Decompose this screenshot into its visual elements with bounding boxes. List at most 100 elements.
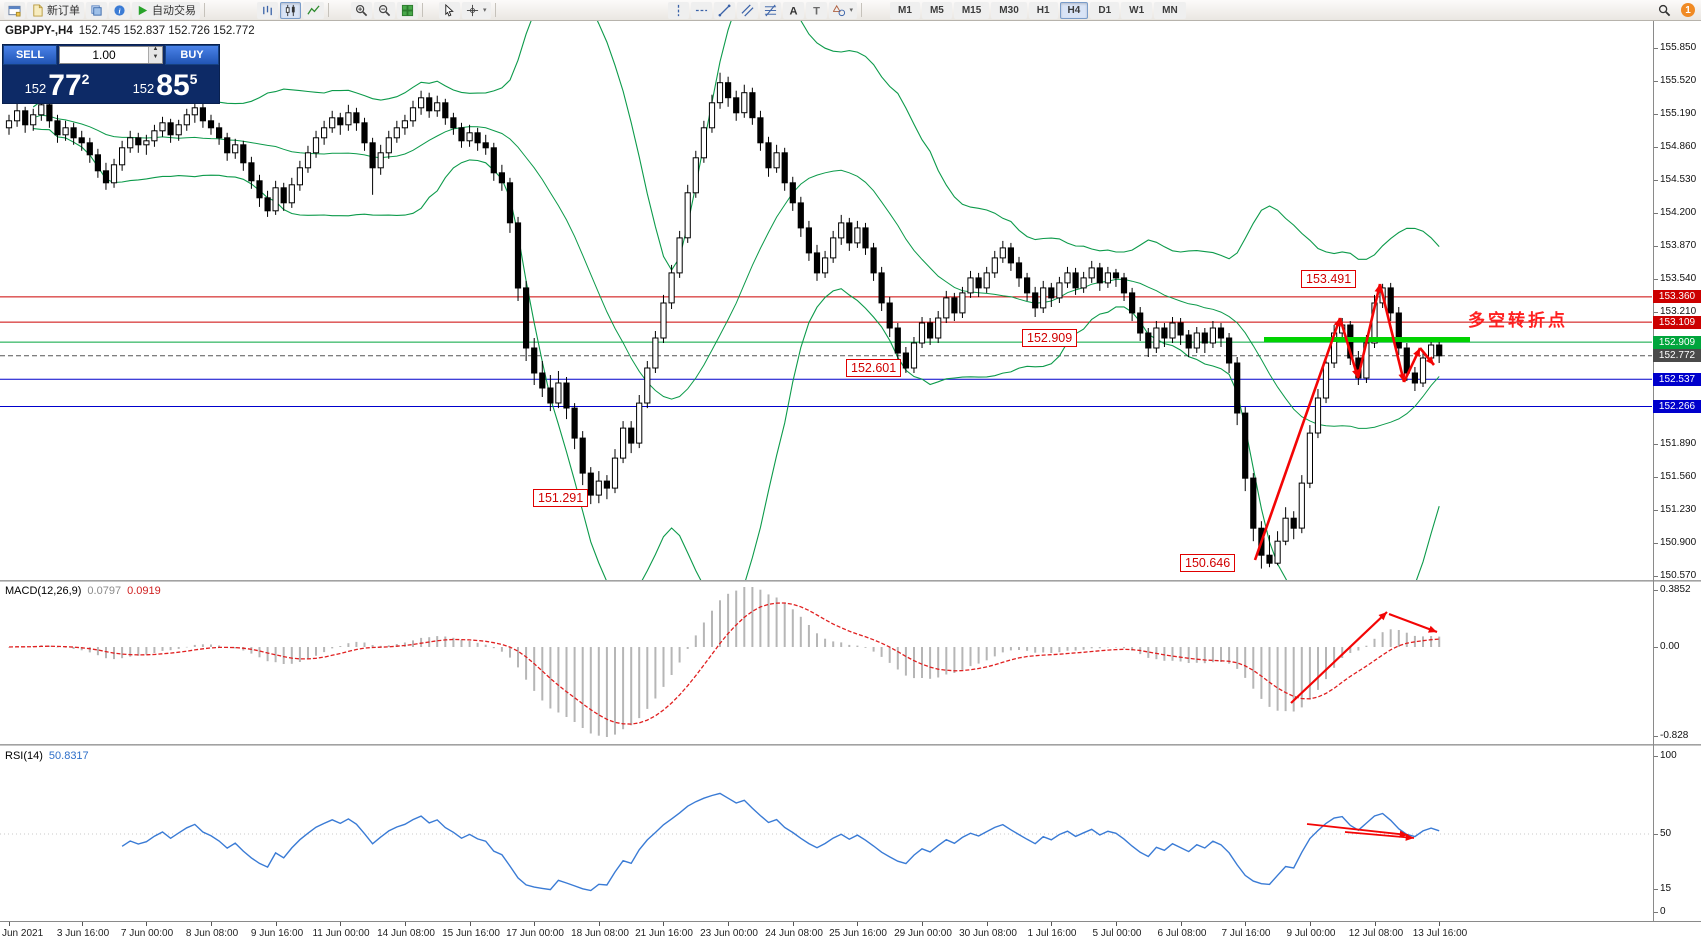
macd-panel-splitter[interactable] (0, 580, 1701, 582)
macd-scale-label: -0.828 (1653, 730, 1689, 741)
notification-badge[interactable]: 1 (1681, 3, 1695, 17)
data-window-icon (113, 4, 126, 17)
tf-w1-button[interactable]: W1 (1121, 1, 1153, 19)
price-callout[interactable]: 150.646 (1180, 554, 1236, 572)
tf-d1-button[interactable]: D1 (1090, 1, 1120, 19)
bar-chart-icon (261, 4, 274, 17)
sell-button[interactable]: SELL (3, 45, 57, 65)
line-chart-button[interactable] (303, 1, 324, 19)
macd-scale[interactable]: 0.3852 0.00 -0.828 (1653, 582, 1701, 744)
bar-chart-button[interactable] (257, 1, 278, 19)
new-chart-icon (8, 4, 21, 17)
price-callout[interactable]: 152.909 (1022, 329, 1078, 347)
time-tick (470, 922, 471, 926)
one-click-trading-panel: SELL ▲▼ BUY 152 77 2 152 85 5 (2, 44, 220, 104)
ohlc-values: 152.745 152.837 152.726 152.772 (78, 25, 255, 37)
tf-m5-button[interactable]: M5 (921, 1, 952, 19)
fibonacci-button[interactable] (759, 1, 781, 19)
new-chart-button[interactable] (4, 1, 25, 19)
tile-windows-button[interactable] (397, 1, 418, 19)
price-callout[interactable]: 152.601 (846, 359, 902, 377)
shapes-button[interactable]: ▾ (828, 1, 858, 19)
price-scale-label: 154.200 (1653, 207, 1697, 218)
time-tick (599, 922, 600, 926)
time-tick (340, 922, 341, 926)
tf-mn-label: MN (1162, 4, 1178, 16)
price-tag: 153.109 (1653, 316, 1701, 329)
macd-scale-label: 0.00 (1653, 640, 1680, 652)
tf-h4-button[interactable]: H4 (1059, 1, 1089, 19)
tf-mn-button[interactable]: MN (1154, 1, 1186, 19)
channel-icon (741, 4, 754, 17)
text-label-icon (810, 4, 823, 17)
time-label: 21 Jun 16:00 (635, 928, 693, 939)
time-label: 11 Jun 00:00 (312, 928, 370, 939)
rsi-panel-splitter[interactable] (0, 744, 1701, 746)
stepper-up-icon[interactable]: ▲ (152, 46, 159, 52)
macd-scale-label: 0.3852 (1654, 584, 1691, 595)
price-scale-label: 154.860 (1653, 141, 1697, 152)
rsi-scale-label: 50 (1653, 828, 1672, 839)
toolbar: 新订单 自动交易 ▾ ▾ M1 M5 M15 M30 H1 H4 D1 W1 MN 1 (0, 0, 1701, 21)
buy-button[interactable]: BUY (165, 45, 219, 65)
price-scale-label: 155.520 (1653, 75, 1697, 86)
channel-button[interactable] (736, 1, 758, 19)
lot-size-input[interactable] (60, 47, 148, 63)
buy-price-base: 152 (132, 81, 155, 96)
search-button[interactable] (1654, 2, 1675, 19)
time-label: 14 Jun 08:00 (377, 928, 435, 939)
price-scale-label: 153.870 (1653, 240, 1697, 251)
vertical-line-button[interactable] (667, 1, 689, 19)
line-chart-icon (307, 4, 320, 17)
new-order-button[interactable]: 新订单 (27, 1, 84, 19)
new-order-icon (31, 4, 44, 17)
time-label: 25 Jun 16:00 (829, 928, 887, 939)
trendline-button[interactable] (713, 1, 735, 19)
lot-size-stepper[interactable]: ▲ ▼ (148, 46, 162, 63)
cursor-icon (443, 4, 456, 17)
candlestick-chart-button[interactable] (280, 1, 301, 19)
profiles-button[interactable] (86, 1, 107, 19)
rsi-scale[interactable]: 100 50 15 0 (1653, 746, 1701, 921)
fibonacci-icon (764, 4, 777, 17)
tf-m30-button[interactable]: M30 (991, 1, 1027, 19)
zoom-out-button[interactable] (374, 1, 395, 19)
macd-value: 0.0797 (87, 585, 122, 597)
price-callout[interactable]: 153.491 (1301, 270, 1357, 288)
shapes-icon (833, 4, 846, 17)
tf-m1-label: M1 (898, 4, 912, 16)
sell-price[interactable]: 152 77 2 (3, 65, 111, 103)
macd-label: MACD(12,26,9) 0.0797 0.0919 (5, 585, 161, 597)
tf-m1-button[interactable]: M1 (890, 1, 920, 19)
macd-signal-value: 0.0919 (127, 585, 161, 597)
time-tick (9, 922, 10, 926)
data-window-button[interactable] (109, 1, 130, 19)
tf-h1-button[interactable]: H1 (1028, 1, 1058, 19)
time-tick (1310, 922, 1311, 926)
auto-trading-icon (136, 4, 149, 17)
stepper-down-icon[interactable]: ▼ (152, 54, 159, 60)
price-scale[interactable]: 155.850 155.520 155.190 154.860 154.530 154.2… (1653, 0, 1701, 581)
price-scale-label: 151.890 (1653, 438, 1697, 449)
price-callout[interactable]: 151.291 (533, 489, 589, 507)
time-axis[interactable]: Jun 2021 3 Jun 16:00 7 Jun 00:00 8 Jun 08:0… (0, 921, 1701, 942)
buy-price[interactable]: 152 85 5 (111, 65, 219, 103)
time-tick (276, 922, 277, 926)
text-button[interactable] (782, 1, 804, 19)
crosshair-button[interactable]: ▾ (462, 1, 491, 19)
time-label: 13 Jul 16:00 (1412, 928, 1468, 939)
cursor-button[interactable] (439, 1, 460, 19)
price-scale-label: 155.850 (1653, 42, 1697, 53)
time-label: 12 Jul 08:00 (1348, 928, 1404, 939)
tf-w1-label: W1 (1129, 4, 1145, 16)
text-label-button[interactable] (805, 1, 827, 19)
horizontal-line-button[interactable] (690, 1, 712, 19)
auto-trading-button[interactable]: 自动交易 (132, 1, 200, 19)
time-label: 9 Jul 00:00 (1286, 928, 1336, 939)
price-scale-label: 153.540 (1653, 273, 1697, 284)
time-label: 7 Jul 16:00 (1221, 928, 1271, 939)
zoom-in-button[interactable] (351, 1, 372, 19)
price-scale-label: 151.560 (1653, 471, 1697, 482)
tf-m15-button[interactable]: M15 (953, 1, 990, 19)
